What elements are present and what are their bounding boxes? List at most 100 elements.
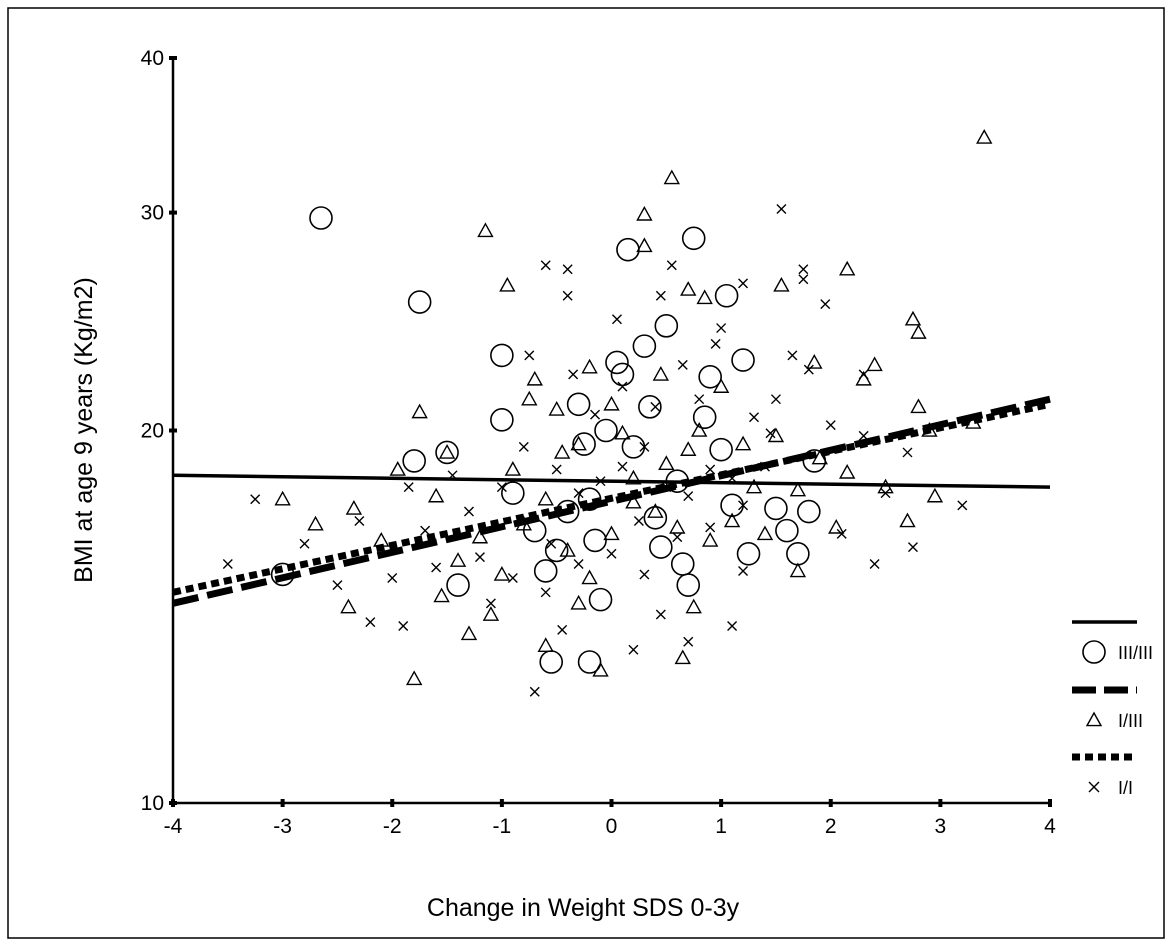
legend-label: I/I — [1118, 778, 1133, 798]
x-point — [880, 488, 891, 499]
circle-point — [616, 237, 640, 262]
circle-point — [490, 343, 514, 368]
figure-frame — [7, 7, 1165, 939]
x-point — [776, 204, 787, 215]
circle-point — [797, 499, 821, 524]
triangle-point — [904, 310, 922, 326]
x-point — [639, 441, 650, 452]
circle-point — [594, 418, 618, 443]
x-point — [529, 686, 540, 697]
triangle-point — [493, 566, 511, 581]
triangle-point — [839, 463, 856, 479]
x-tick-label: 4 — [1044, 815, 1056, 838]
triangle-point — [712, 378, 730, 393]
triangle-point — [663, 169, 680, 185]
triangle-point — [274, 490, 291, 506]
x-point — [639, 569, 650, 580]
x-point — [365, 617, 376, 628]
circle-point — [643, 506, 668, 530]
triangle-point — [603, 395, 620, 411]
plot-area — [172, 129, 1051, 697]
x-point — [738, 278, 749, 289]
x-point — [420, 525, 431, 536]
triangle-point — [592, 661, 609, 677]
x-point — [650, 401, 661, 412]
circle-point — [309, 206, 333, 230]
triangle-point — [773, 276, 790, 292]
circle-point — [649, 535, 673, 559]
x-point — [749, 412, 760, 423]
x-point — [250, 494, 261, 505]
x-point — [694, 394, 705, 405]
triangle-point — [696, 289, 713, 305]
circle-point — [676, 573, 701, 597]
triangle-point — [767, 427, 785, 443]
x-point — [858, 369, 869, 380]
x-point — [606, 548, 617, 559]
x-point — [907, 542, 918, 553]
circle-point — [490, 408, 514, 432]
triangle-point — [701, 531, 719, 547]
x-point — [573, 488, 584, 499]
triangle-point — [537, 490, 554, 506]
x-point — [332, 580, 343, 591]
circle-point — [544, 538, 569, 563]
x-point — [398, 621, 409, 632]
x-point — [590, 409, 601, 420]
x-point — [354, 516, 365, 527]
triangle-point — [789, 481, 807, 497]
circle-point — [588, 587, 613, 612]
triangle-point — [685, 598, 702, 614]
triangle-point — [570, 435, 587, 451]
x-point — [485, 598, 496, 609]
x-point — [617, 381, 628, 392]
legend: III/III I/III I/I — [1072, 620, 1153, 798]
y-axis-title: BMI at age 9 years (Kg/m2) — [70, 277, 98, 583]
triangle-point — [828, 518, 845, 534]
x-point — [551, 464, 562, 475]
triangle-point — [345, 499, 363, 515]
circle-point — [577, 487, 602, 511]
circle-point — [632, 334, 657, 358]
triangle-point — [581, 358, 598, 374]
x-tick-label: -3 — [273, 815, 292, 838]
triangle-point — [389, 461, 406, 476]
legend-label: III/III — [1118, 643, 1153, 663]
legend-triangle-marker — [1085, 711, 1103, 727]
x-point — [222, 559, 233, 570]
x-point — [710, 338, 721, 349]
x-point — [403, 482, 414, 493]
x-point — [957, 500, 968, 511]
circle-point — [583, 528, 607, 553]
x-point — [820, 299, 831, 310]
x-point — [573, 559, 584, 570]
series-i-iii — [274, 129, 993, 686]
x-point — [540, 260, 551, 271]
x-axis-ticks: -4 -3 -2 -1 0 1 2 3 4 — [164, 799, 1056, 838]
triangle-point — [581, 569, 598, 585]
x-tick-label: 0 — [606, 815, 618, 838]
x-point — [869, 559, 880, 570]
circle-point — [572, 432, 596, 456]
triangle-point — [427, 487, 445, 503]
triangle-point — [674, 649, 691, 665]
triangle-point — [745, 478, 763, 494]
triangle-point — [625, 469, 642, 485]
x-point — [798, 274, 809, 285]
triangle-point — [477, 222, 494, 238]
x-point — [803, 364, 814, 375]
circle-point — [638, 395, 662, 419]
x-point — [683, 491, 694, 502]
triangle-point — [899, 512, 916, 528]
triangle-point — [537, 637, 554, 653]
triangle-point — [526, 370, 543, 386]
x-point — [463, 506, 474, 517]
circle-point — [709, 437, 733, 462]
circle-point — [610, 362, 635, 387]
fit-line-solid — [172, 473, 1051, 489]
x-tick-label: -4 — [164, 815, 183, 838]
x-point — [611, 314, 622, 325]
circle-point — [446, 573, 470, 597]
triangle-point — [521, 390, 538, 406]
